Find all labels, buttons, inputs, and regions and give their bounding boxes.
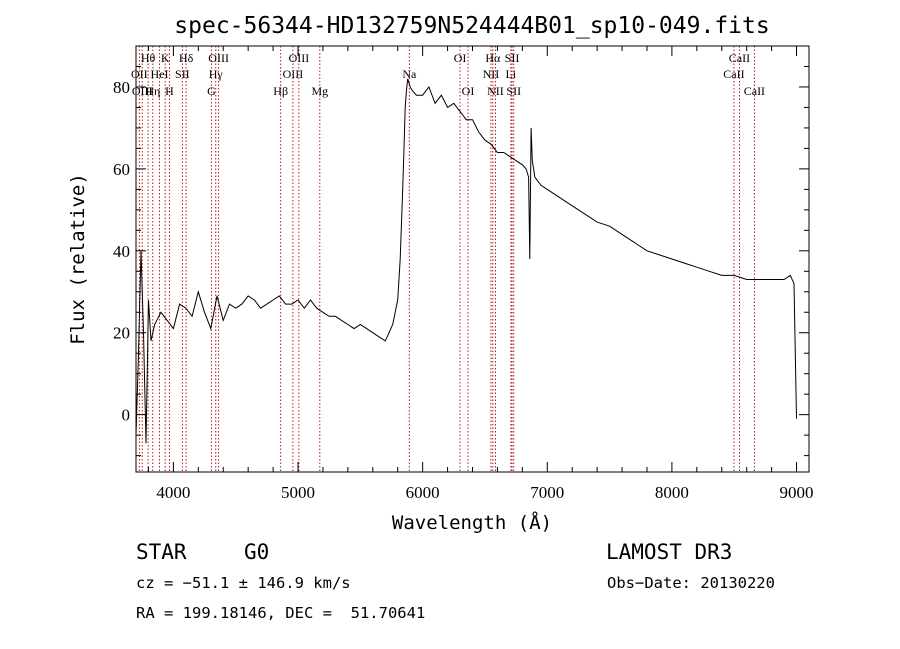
line-label: Hβ (273, 84, 288, 98)
line-label: CaII (729, 51, 750, 65)
line-label: Li (506, 67, 517, 81)
coordinates: RA = 199.18146, DEC = 51.70641 (136, 604, 426, 622)
x-tick-label: 9000 (780, 483, 814, 502)
line-label: SII (175, 67, 190, 81)
plot-frame (135, 45, 810, 473)
x-axis-label: Wavelength (Å) (392, 511, 552, 534)
x-tick-label: 7000 (530, 483, 564, 502)
object-subclass: G0 (244, 540, 270, 564)
chart-title: spec-56344-HD132759N524444B01_sp10-049.f… (174, 13, 769, 39)
spectrum-line (135, 78, 797, 444)
line-label: OIII (132, 84, 153, 98)
line-label: OIII (208, 51, 229, 65)
survey-name: LAMOST DR3 (606, 540, 733, 564)
emission-line-labels: Hθ OII OIII K Hη HeI H Hδ SII OIII Hγ G Hβ OIII OIII Mg… (131, 51, 765, 98)
y-tick-label: 80 (113, 78, 130, 97)
line-label: Hθ (141, 51, 156, 65)
line-label: Hγ (209, 67, 224, 81)
line-label: H (165, 84, 174, 98)
observation-date: Obs−Date: 20130220 (607, 574, 775, 592)
line-label: Mg (311, 84, 328, 98)
y-axis-ticks: 0 20 40 60 80 (113, 45, 809, 457)
line-label: NII (483, 67, 500, 81)
line-label: NII (487, 84, 504, 98)
line-label: SII (505, 51, 520, 65)
line-label: SII (506, 84, 521, 98)
line-label: G (207, 84, 216, 98)
x-tick-label: 6000 (406, 483, 440, 502)
y-tick-label: 40 (113, 242, 130, 261)
object-class: STAR (136, 540, 187, 564)
emission-line-markers (138, 46, 755, 472)
x-tick-label: 4000 (156, 483, 190, 502)
line-label: K (161, 51, 170, 65)
line-label: OI (454, 51, 467, 65)
line-label: HeI (151, 67, 169, 81)
y-tick-label: 0 (122, 406, 131, 425)
line-label: Na (402, 67, 417, 81)
x-axis-ticks: 4000 5000 6000 7000 8000 9000 (147, 46, 814, 502)
line-label: OIII (289, 51, 310, 65)
line-label: OII (131, 67, 148, 81)
line-label: CaII (723, 67, 744, 81)
x-tick-label: 5000 (281, 483, 315, 502)
y-tick-label: 20 (113, 324, 130, 343)
line-label: Hδ (179, 51, 194, 65)
x-tick-label: 8000 (655, 483, 689, 502)
line-label: CaII (744, 84, 765, 98)
line-label: Hα (485, 51, 501, 65)
redshift-text: cz = −51.1 ± 146.9 km/s (136, 574, 351, 592)
line-label: OI (462, 84, 475, 98)
y-axis-label: Flux (relative) (67, 173, 89, 345)
y-tick-label: 60 (113, 160, 130, 179)
line-label: Hη (145, 84, 160, 98)
line-label: OIII (283, 67, 304, 81)
